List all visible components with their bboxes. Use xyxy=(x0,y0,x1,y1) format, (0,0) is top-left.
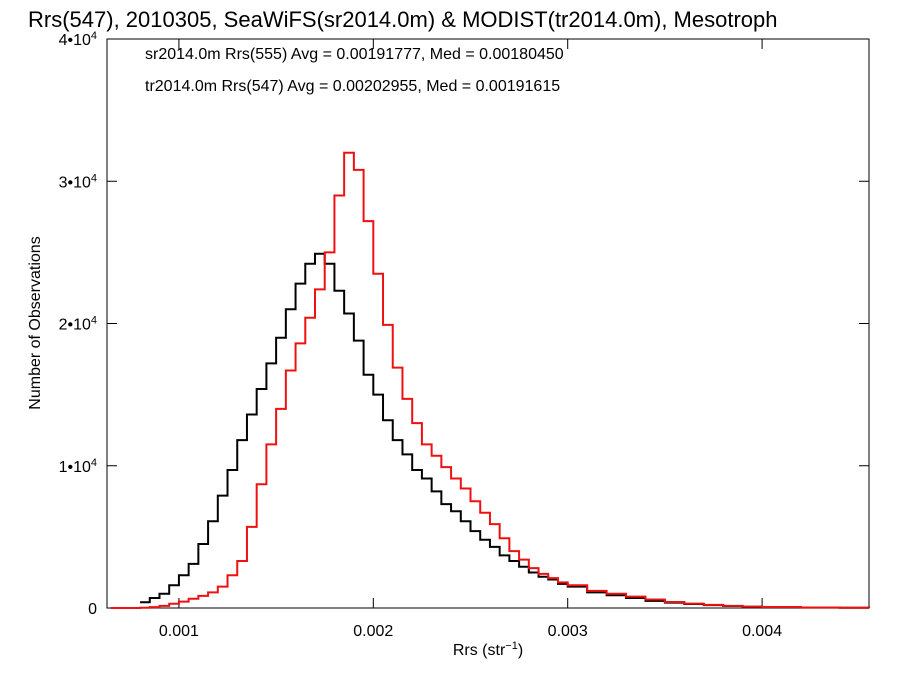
x-axis-label-sup: −1 xyxy=(505,640,518,652)
y-axis-label: Number of Observations xyxy=(27,236,44,409)
y-tick-label-1: 0 xyxy=(88,601,97,618)
x-axis-label: Rrs (str−1) xyxy=(453,640,523,659)
x-tick-label-2: 0.002 xyxy=(353,623,393,640)
chart-title: Rrs(547), 2010305, SeaWiFS(sr2014.0m) & … xyxy=(28,7,778,32)
x-tick-label-3: 0.003 xyxy=(548,623,588,640)
y-tick-label-5: 4•104 xyxy=(59,30,97,49)
x-tick-label-1: 0.001 xyxy=(159,623,199,640)
x-tick-label-4: 0.004 xyxy=(742,623,782,640)
series-group xyxy=(110,151,870,609)
y-tick-label-3: 2•104 xyxy=(59,315,97,334)
y-ticks-group: 0 1•104 2•104 3•104 4•104 xyxy=(59,30,869,618)
plot-frame xyxy=(106,38,870,609)
y-tick-label-2: 1•104 xyxy=(59,457,97,476)
y-tick-label-4: 3•104 xyxy=(59,172,97,191)
legend-series-1: sr2014.0m Rrs(555) Avg = 0.00191777, Med… xyxy=(145,46,564,63)
x-axis-label-main: Rrs (str xyxy=(453,642,506,659)
x-axis-label-close: ) xyxy=(518,642,523,659)
series-line-1 xyxy=(140,252,870,609)
x-ticks-group: 0.001 0.002 0.003 0.004 xyxy=(159,39,782,640)
legend-series-2: tr2014.0m Rrs(547) Avg = 0.00202955, Med… xyxy=(145,78,560,95)
series-line-2 xyxy=(110,151,870,609)
